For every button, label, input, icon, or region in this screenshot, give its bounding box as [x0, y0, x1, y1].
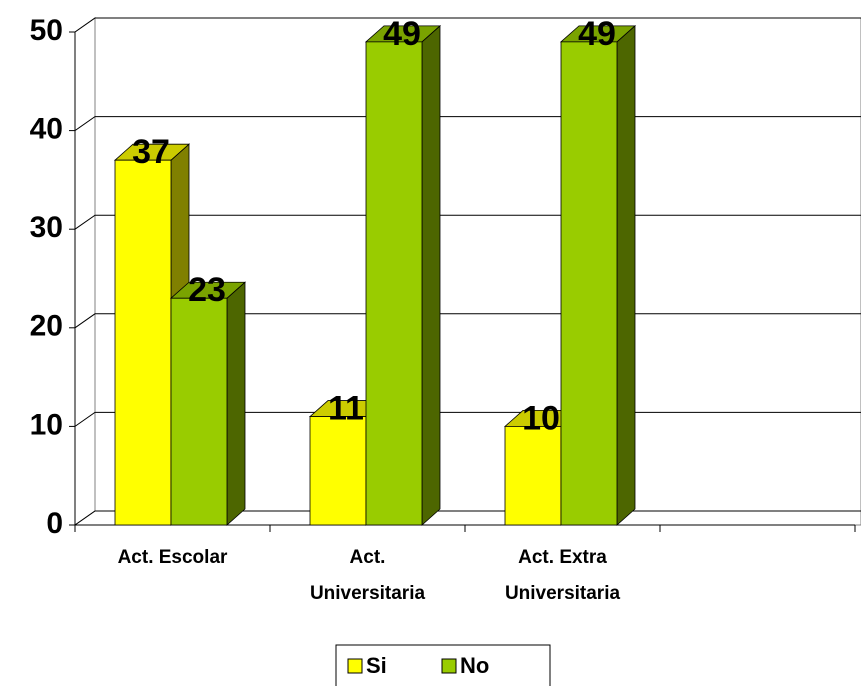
x-tick-label: Act. Escolar: [118, 547, 228, 568]
data-label: 23: [188, 271, 226, 309]
legend-label: Si: [366, 653, 387, 678]
legend-swatch: [441, 658, 457, 674]
data-label: 37: [132, 133, 170, 171]
side-wall: [74, 17, 96, 526]
bar: [169, 281, 247, 526]
y-tick-label: 10: [30, 408, 63, 441]
bar-front: [365, 41, 423, 526]
y-tick-label: 20: [30, 310, 63, 343]
y-tick-label: 30: [30, 211, 63, 244]
bar: [559, 24, 637, 526]
data-label: 49: [383, 15, 421, 53]
y-tick-label: 0: [46, 507, 63, 540]
legend-box: [335, 644, 551, 686]
bar-front: [114, 159, 172, 526]
legend-label: No: [460, 653, 489, 678]
x-tick-label: Act. Extra Universitaria: [505, 547, 621, 604]
bar-side: [226, 281, 246, 526]
bar-front: [309, 416, 367, 526]
data-label: 49: [578, 15, 616, 53]
bar-front: [504, 425, 562, 526]
data-label: 10: [522, 399, 560, 437]
bar-side: [616, 24, 636, 526]
grid-line: [74, 17, 861, 33]
data-label: 11: [328, 390, 364, 428]
bar: [364, 24, 442, 526]
y-tick-label: 40: [30, 113, 63, 146]
legend-swatch: [347, 658, 363, 674]
x-tick-label: Act. Universitaria: [310, 547, 426, 604]
bar-side: [421, 24, 441, 526]
bar-front: [170, 297, 228, 526]
bar-front: [560, 41, 618, 526]
y-tick-label: 50: [30, 14, 63, 47]
